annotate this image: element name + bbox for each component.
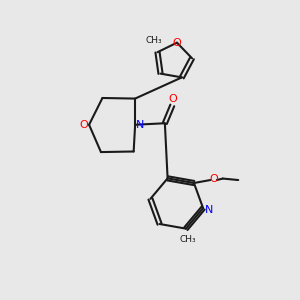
Text: O: O	[79, 120, 88, 130]
Text: CH₃: CH₃	[146, 36, 162, 45]
Text: O: O	[168, 94, 177, 104]
Text: N: N	[205, 205, 213, 214]
Text: N: N	[135, 120, 144, 130]
Text: O: O	[209, 174, 218, 184]
Text: CH₃: CH₃	[179, 236, 196, 244]
Text: O: O	[172, 38, 182, 48]
